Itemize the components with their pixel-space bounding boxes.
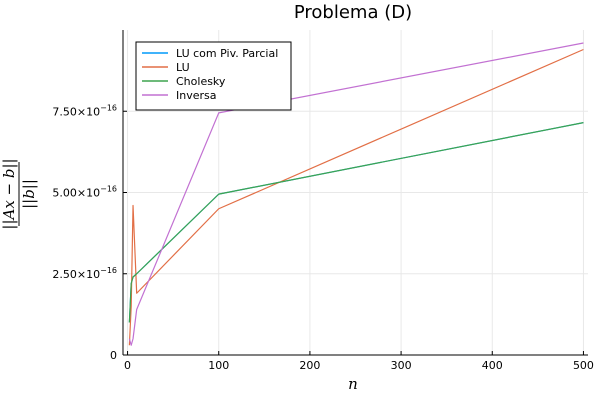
y-axis-label-denominator: ||b||: [20, 179, 38, 209]
axes: [122, 30, 588, 356]
x-tick-label: 0: [124, 359, 131, 372]
y-tick-label: 2.50×10−16: [52, 266, 117, 281]
x-axis-label: n: [348, 375, 358, 393]
y-tick-label: 0: [110, 349, 117, 362]
y-tick-label: 5.00×10−16: [52, 185, 117, 200]
y-axis-label-numerator: ||Ax − b||: [0, 158, 18, 229]
x-tick-label: 200: [299, 359, 320, 372]
legend-label: Cholesky: [176, 75, 226, 88]
x-tick-label: 500: [573, 359, 594, 372]
x-tick-label: 300: [391, 359, 412, 372]
series-line-1: [128, 122, 584, 323]
legend-label: Inversa: [176, 89, 217, 102]
y-tick-label: 7.50×10−16: [52, 103, 117, 118]
y-axis-label: ||Ax − b|| ||b||: [0, 158, 38, 229]
series-line-3: [128, 122, 584, 323]
tick-labels: 0 100 200 300 400 500 0 2.50×10−16 5.00×10−16 7.5…: [52, 103, 594, 372]
x-tick-label: 100: [208, 359, 229, 372]
x-tick-label: 400: [482, 359, 503, 372]
chart-title: Problema (D): [294, 2, 412, 23]
legend-label: LU: [176, 61, 190, 74]
legend-label: LU com Piv. Parcial: [176, 47, 278, 60]
